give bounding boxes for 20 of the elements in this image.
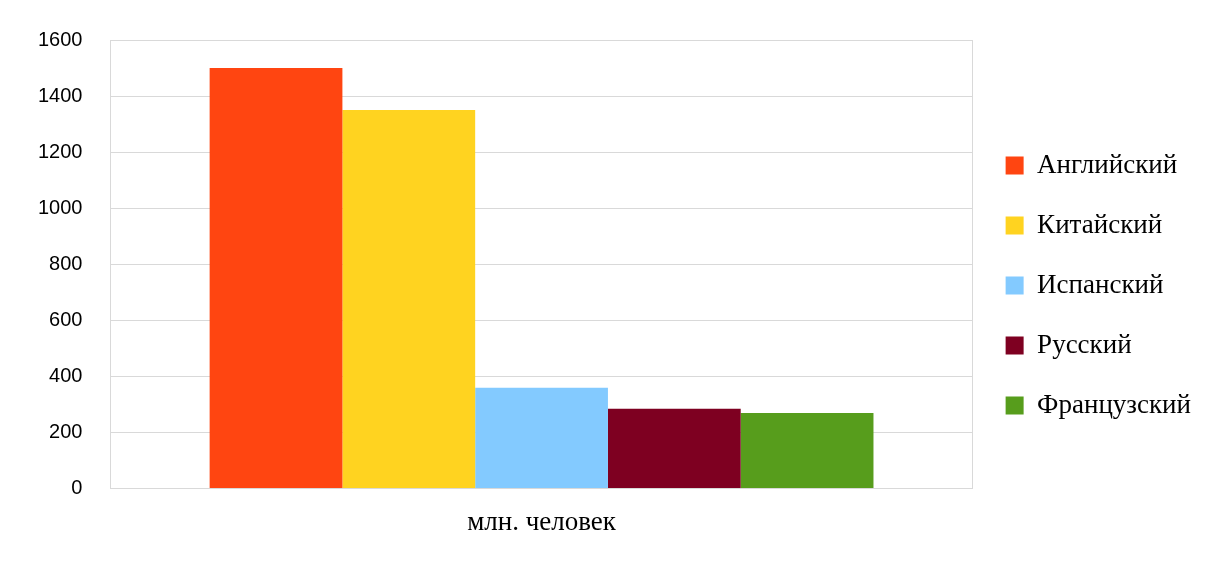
y-tick-label: 800 xyxy=(49,251,83,274)
legend-label: Испанский xyxy=(1037,268,1164,299)
bar xyxy=(209,68,343,489)
y-tick-label: 0 xyxy=(71,476,83,499)
y-tick-label: 1000 xyxy=(37,195,83,218)
legend-label: Французский xyxy=(1037,388,1192,419)
y-tick-label: 1200 xyxy=(37,139,83,162)
bar xyxy=(607,408,741,489)
y-tick-label: 1400 xyxy=(37,83,83,106)
legend-label: Русский xyxy=(1037,328,1132,359)
y-tick-label: 400 xyxy=(49,363,83,386)
x-tick-label: млн. человек xyxy=(467,505,617,536)
bar xyxy=(342,110,476,489)
y-tick-label: 1600 xyxy=(37,27,83,50)
bar xyxy=(475,387,608,489)
y-tick-label: 600 xyxy=(49,307,83,330)
bar xyxy=(740,412,874,489)
legend-label: Китайский xyxy=(1037,208,1163,239)
legend-label: Английский xyxy=(1037,148,1178,179)
y-tick-label: 200 xyxy=(49,420,83,443)
